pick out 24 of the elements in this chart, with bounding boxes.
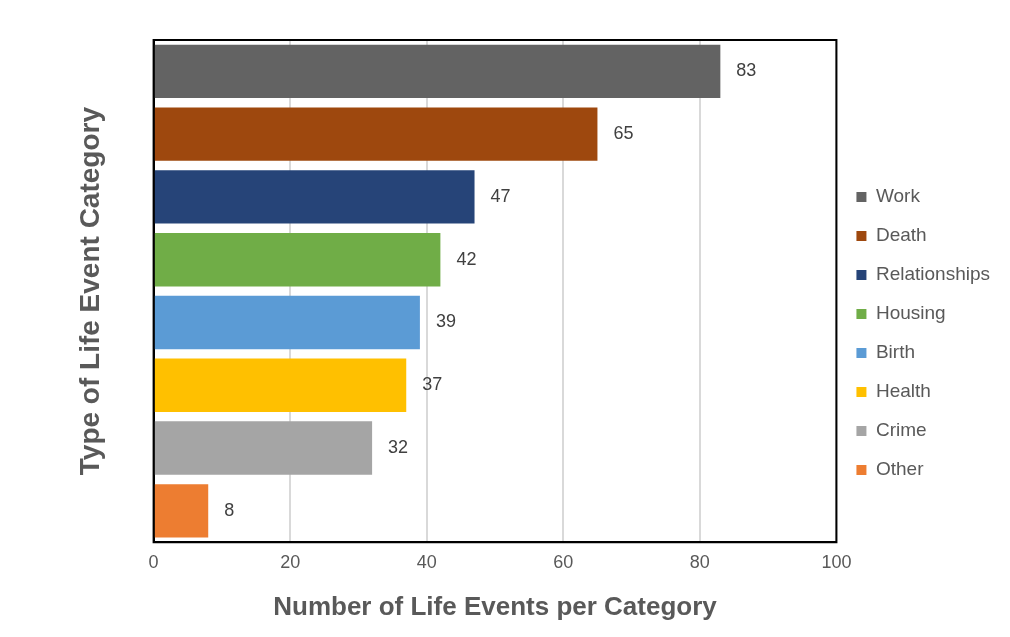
legend-label: Birth — [875, 341, 916, 363]
legend-label: Other — [875, 458, 925, 480]
data-label: 8 — [224, 499, 235, 520]
data-label: 37 — [422, 374, 443, 395]
legend-label: Work — [875, 185, 921, 207]
data-label: 47 — [490, 185, 511, 206]
legend-label: Health — [875, 380, 931, 402]
x-axis-title: Number of Life Events per Category — [273, 590, 718, 621]
data-label: 39 — [435, 311, 456, 332]
x-tick-label: 0 — [148, 551, 159, 572]
x-tick-label: 80 — [689, 551, 710, 572]
data-label: 65 — [613, 123, 634, 144]
legend-label: Death — [875, 224, 927, 246]
x-tick-label: 60 — [553, 551, 574, 572]
x-tick-label: 20 — [280, 551, 301, 572]
x-tick-label: 100 — [821, 551, 852, 572]
legend-label: Housing — [875, 302, 946, 324]
x-tick-label: 40 — [416, 551, 437, 572]
y-axis-title: Type of Life Event Category — [73, 106, 105, 476]
data-label: 32 — [388, 437, 409, 458]
data-label: 42 — [456, 248, 477, 269]
data-label: 83 — [736, 60, 757, 81]
legend-label: Crime — [875, 419, 927, 441]
legend-label: Relationships — [875, 263, 991, 285]
